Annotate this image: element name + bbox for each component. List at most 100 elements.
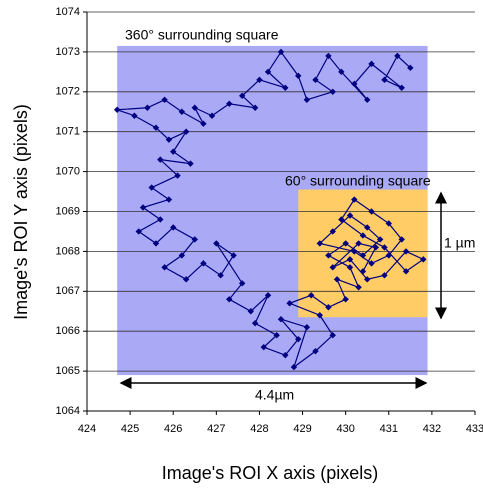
y-tick-label: 1073 [56,46,80,58]
point [312,76,319,84]
point [303,324,311,331]
point [351,196,358,203]
point [372,244,380,251]
x-tick-label: 427 [207,423,225,435]
point [338,216,345,223]
point [135,228,142,235]
point [290,363,298,371]
point [264,68,272,76]
point [329,264,336,271]
point [329,228,336,235]
point [325,252,332,259]
point [191,104,198,111]
x-tick-label: 426 [164,423,182,435]
point [174,172,181,179]
point [139,204,147,211]
point [152,124,160,131]
point [152,240,160,247]
point [355,240,362,247]
point [264,292,272,299]
point [260,343,267,351]
x-tick-label: 425 [121,423,139,435]
point [364,276,371,283]
trajectory [116,50,425,369]
point [355,284,362,291]
point [131,112,138,119]
point [364,224,371,231]
point [316,240,323,247]
point [200,120,207,127]
point [325,52,332,60]
point [161,96,168,103]
annotation: 1 µm [444,235,475,251]
y-tick-label: 1065 [56,365,80,377]
x-tick-label: 429 [293,423,311,435]
x-axis-label: Image's ROI X axis (pixels) [162,463,379,483]
y-tick-label: 1074 [56,6,80,18]
point [407,64,414,72]
y-tick-label: 1071 [56,126,80,138]
point [420,256,427,263]
point [402,268,410,275]
y-tick-label: 1072 [56,86,80,98]
point [295,72,302,80]
x-tick-label: 433 [466,423,483,435]
x-tick-label: 431 [380,423,398,435]
annotation: 60° surrounding square [285,173,431,189]
point [213,240,220,247]
y-tick-label: 1067 [56,285,80,297]
point [217,272,224,279]
point [286,300,293,307]
point [251,320,259,327]
x-tick-label: 428 [250,423,268,435]
point [359,252,367,259]
y-tick-label: 1064 [56,405,80,417]
point [346,256,354,263]
point [170,148,177,155]
point [187,160,194,167]
point [303,96,311,103]
point [247,308,255,315]
x-tick-label: 430 [336,423,354,435]
point [239,92,246,99]
x-tick-label: 424 [78,423,96,435]
y-tick-label: 1069 [56,205,80,217]
y-tick-label: 1068 [56,245,80,257]
point [161,264,168,271]
point [191,236,198,243]
point [325,304,332,311]
y-tick-label: 1070 [56,166,80,178]
point [256,76,263,84]
point [178,108,186,115]
point [170,224,177,231]
point [226,100,233,107]
point [381,76,388,84]
point [273,331,280,339]
point [364,96,371,103]
point [351,80,358,88]
point [329,331,336,339]
point [329,88,336,95]
point [342,240,349,247]
annotation: 4.4µm [255,387,294,403]
point [148,184,155,191]
annotation: 360° surrounding square [125,27,279,43]
point [282,351,289,359]
point [251,104,259,111]
point [307,292,315,299]
point [295,335,302,343]
point [157,156,164,163]
point [282,84,289,92]
point [333,276,341,283]
point [346,264,354,271]
point [113,106,121,113]
point [312,347,319,355]
point [398,84,405,92]
point [368,260,375,267]
point [226,296,233,303]
point [368,208,375,215]
point [316,312,323,319]
point [385,252,392,259]
point [277,48,285,56]
